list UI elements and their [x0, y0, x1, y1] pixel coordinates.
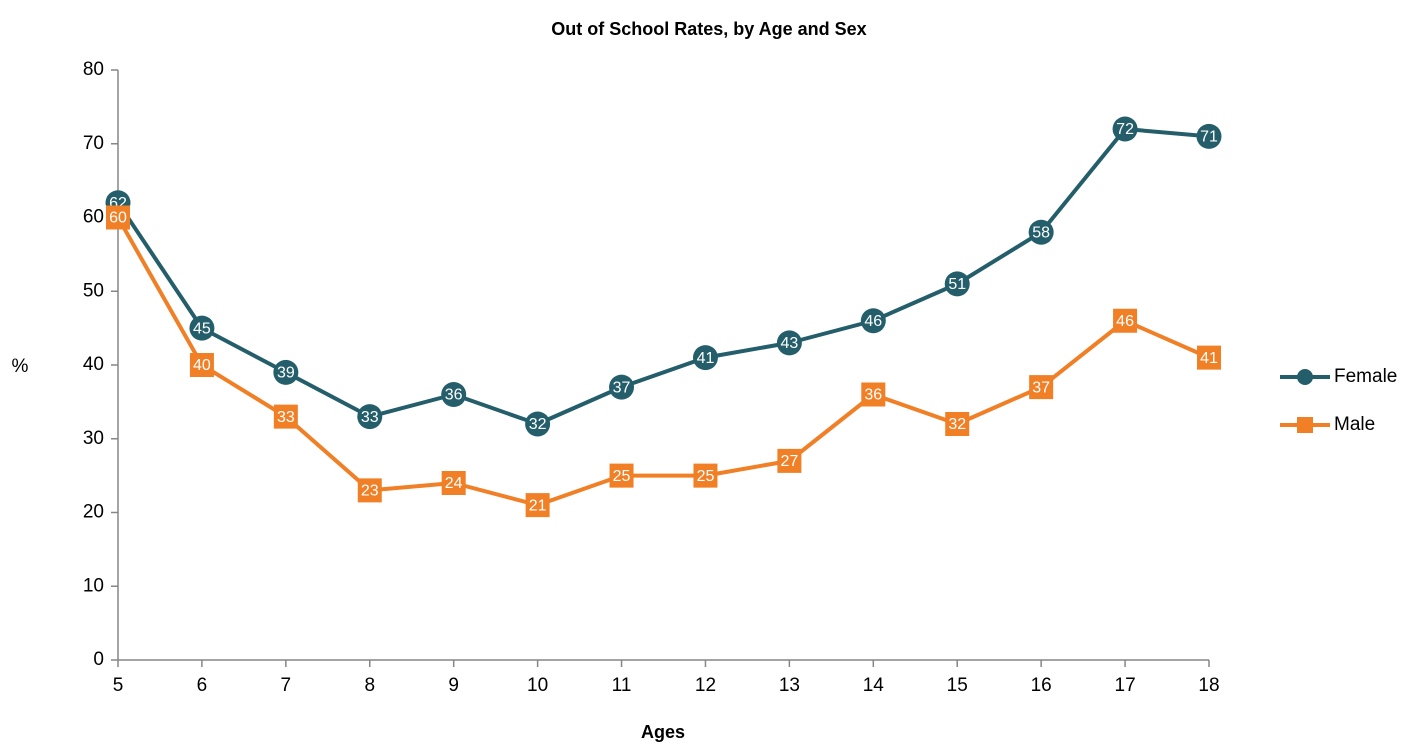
data-label: 43 [780, 335, 798, 352]
marker [357, 478, 382, 503]
marker [777, 448, 802, 473]
marker [189, 315, 215, 341]
data-label: 46 [1116, 313, 1134, 330]
x-tick-label: 7 [281, 675, 292, 696]
data-label: 72 [1116, 121, 1134, 138]
legend-marker [1297, 417, 1313, 433]
x-tick-label: 11 [612, 675, 632, 696]
x-tick-label: 13 [779, 675, 800, 696]
marker [609, 374, 635, 400]
marker [1112, 116, 1138, 142]
marker [692, 345, 718, 371]
data-label: 27 [780, 453, 798, 470]
y-tick-label: 70 [83, 133, 104, 154]
x-tick-label: 5 [113, 675, 124, 696]
y-tick-label: 30 [83, 428, 104, 449]
x-tick-label: 8 [364, 675, 375, 696]
marker [861, 382, 886, 407]
marker [189, 353, 214, 377]
data-label: 41 [697, 350, 715, 367]
data-label: 37 [1032, 379, 1050, 396]
marker [944, 271, 970, 297]
data-label: 25 [697, 468, 715, 485]
data-label: 39 [277, 365, 295, 382]
x-tick-label: 16 [1031, 675, 1052, 696]
x-tick-label: 15 [947, 675, 968, 696]
y-axis-label: % [12, 356, 29, 377]
marker [273, 359, 299, 385]
data-label: 32 [948, 416, 966, 433]
y-tick-label: 80 [83, 59, 104, 80]
marker [1028, 219, 1054, 245]
marker [1029, 375, 1054, 400]
data-label: 71 [1200, 129, 1218, 146]
x-tick-label: 6 [197, 675, 208, 696]
data-label: 24 [445, 475, 463, 492]
marker [693, 463, 718, 488]
y-tick-label: 0 [93, 649, 104, 670]
data-label: 25 [613, 468, 631, 485]
x-tick-label: 10 [527, 675, 548, 696]
marker [1113, 308, 1138, 333]
data-label: 33 [361, 409, 379, 426]
marker [609, 463, 634, 488]
data-label: 45 [193, 320, 211, 337]
x-tick-label: 17 [1115, 675, 1136, 696]
legend-marker [1297, 369, 1313, 385]
data-label: 36 [445, 387, 463, 404]
data-label: 51 [948, 276, 966, 293]
series-line [116, 127, 1210, 426]
x-tick-label: 14 [863, 675, 885, 696]
data-label: 40 [193, 357, 211, 374]
marker [106, 205, 130, 230]
data-label: 37 [613, 379, 631, 396]
data-label: 36 [864, 387, 882, 404]
y-tick-label: 10 [83, 575, 104, 596]
marker [273, 404, 298, 429]
x-tick-label: 9 [448, 675, 459, 696]
legend-label: Male [1334, 414, 1375, 435]
data-label: 46 [864, 313, 882, 330]
x-tick-label: 18 [1198, 675, 1219, 696]
data-label: 41 [1200, 350, 1218, 367]
series-line [116, 216, 1210, 508]
marker [357, 404, 383, 430]
marker [525, 411, 551, 437]
y-tick-label: 50 [83, 280, 104, 301]
marker [1196, 123, 1222, 149]
marker [1197, 345, 1221, 370]
data-label: 32 [529, 416, 547, 433]
data-label: 58 [1032, 224, 1050, 241]
data-label: 21 [529, 497, 547, 514]
marker [860, 308, 886, 334]
legend-label: Female [1334, 366, 1397, 387]
data-label: 23 [361, 483, 379, 500]
marker [776, 330, 802, 356]
marker [945, 412, 970, 436]
chart-title: Out of School Rates, by Age and Sex [551, 19, 866, 39]
marker [525, 493, 550, 518]
data-label: 60 [109, 210, 127, 227]
x-tick-label: 12 [695, 675, 716, 696]
y-tick-label: 60 [83, 207, 104, 228]
y-tick-label: 20 [83, 502, 104, 523]
marker [441, 471, 466, 495]
x-axis-label: Ages [641, 722, 685, 742]
y-tick-label: 40 [83, 354, 104, 375]
data-label: 33 [277, 409, 295, 426]
marker [441, 382, 467, 407]
